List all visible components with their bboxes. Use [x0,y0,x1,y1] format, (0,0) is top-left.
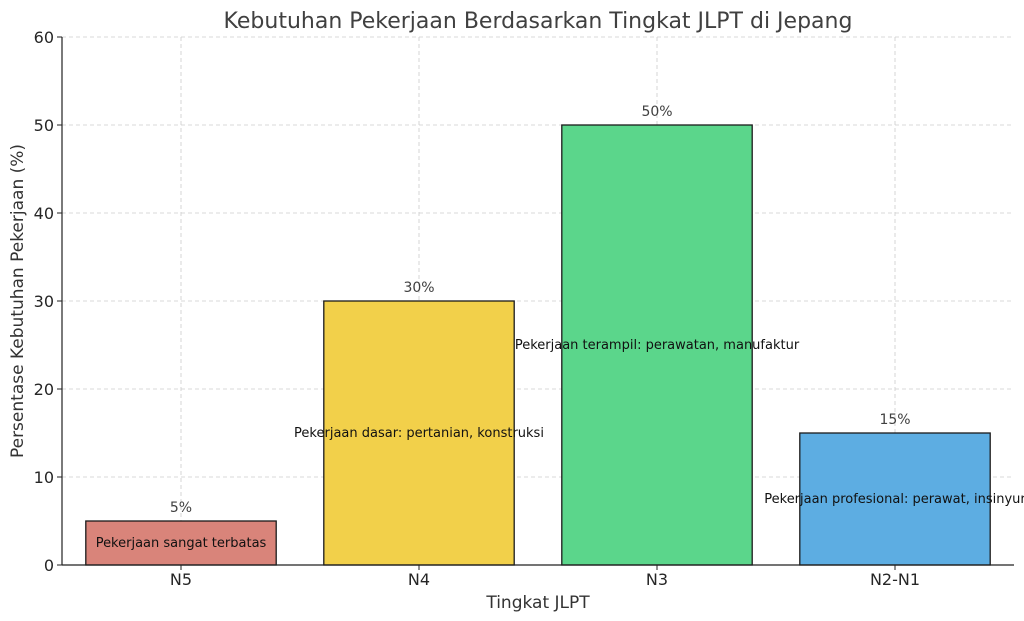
value-label: 50% [641,104,672,120]
y-axis-label: Persentase Kebutuhan Pekerjaan (%) [8,144,28,458]
y-tick-label: 30 [34,292,54,311]
bar-annotation: Pekerjaan profesional: perawat, insinyur [764,492,1024,507]
x-tick-label: N4 [408,570,430,589]
x-tick-label: N5 [170,570,192,589]
bar-annotation: Pekerjaan sangat terbatas [96,536,267,551]
x-tick-label: N3 [646,570,668,589]
x-axis-label: Tingkat JLPT [485,593,590,613]
bar-annotation: Pekerjaan terampil: perawatan, manufaktu… [515,338,800,353]
y-tick-label: 20 [34,380,54,399]
y-tick-label: 60 [34,28,54,47]
y-tick-label: 40 [34,204,54,223]
value-label: 30% [403,280,434,296]
x-tick-label: N2-N1 [870,570,920,589]
axis-layer: 0 10 20 30 40 50 60 N5 N4 N3 N2-N1 [34,28,1014,589]
y-tick-label: 50 [34,116,54,135]
bar-n2-n1 [799,432,991,566]
bar-n3 [561,124,753,566]
value-label: 5% [170,500,192,516]
bar-layer [85,124,991,566]
y-tick-label: 0 [44,556,54,575]
bar-n4 [323,300,515,566]
y-tick-label: 10 [34,468,54,487]
label-layer: 5% 30% 50% 15% Pekerjaan sangat terbatas Peke… [96,104,1024,551]
chart-title: Kebutuhan Pekerjaan Berdasarkan Tingkat … [224,9,853,34]
bar-annotation: Pekerjaan dasar: pertanian, konstruksi [294,426,544,441]
value-label: 15% [879,412,910,428]
